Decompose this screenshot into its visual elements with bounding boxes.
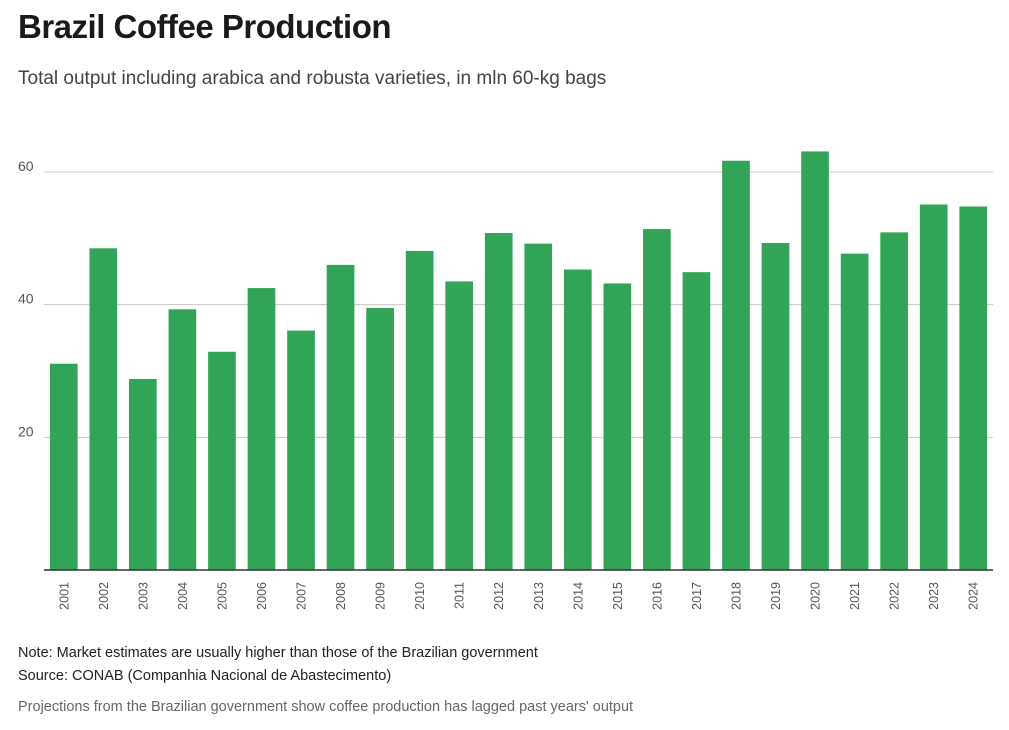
bar-2014 [563,269,592,570]
x-tick-label: 2024 [967,582,981,610]
bar-2017 [682,272,711,570]
bar-2018 [722,160,750,570]
bar-2013 [524,243,553,570]
x-tick-label: 2013 [532,582,546,610]
x-tick-label: 2014 [571,582,585,610]
x-tick-label: 2009 [374,582,388,610]
x-tick-label: 2001 [57,582,71,610]
bar-2015 [603,283,632,570]
chart-title: Brazil Coffee Production [18,8,392,45]
x-tick-label: 2023 [927,582,941,610]
x-tick-label: 2005 [215,582,229,610]
x-tick-label: 2011 [453,582,467,609]
bar-2002 [89,248,118,571]
bar-2020 [801,151,829,571]
bars [49,151,988,571]
chart-caption: Projections from the Brazilian governmen… [18,699,634,715]
x-tick-label: 2017 [690,582,704,610]
chart-subtitle: Total output including arabica and robus… [18,68,607,89]
bar-2004 [168,309,197,570]
x-tick-label: 2019 [769,582,783,610]
y-tick-label: 60 [18,158,34,174]
x-tick-label: 2010 [413,582,427,610]
bar-2005 [208,351,236,570]
y-tick-label: 40 [18,291,34,307]
bar-2023 [919,204,948,570]
x-tick-label: 2006 [255,582,269,610]
y-tick-label: 20 [18,423,34,439]
bar-2022 [880,232,908,570]
x-tick-label: 2007 [295,582,309,610]
bar-2003 [129,378,157,570]
bar-2016 [643,229,671,570]
bar-2001 [49,363,78,570]
bar-2011 [445,281,474,570]
x-tick-label: 2015 [611,582,625,610]
axes: 2001 2002 2003 2004 2005 2006 2007 2008 2009 2010… [44,569,993,610]
x-tick-label: 2012 [492,582,506,610]
x-tick-label: 2004 [176,582,190,610]
bar-2024 [959,206,988,570]
x-tick-label: 2002 [97,582,111,610]
bar-2009 [366,307,394,570]
x-tick-label: 2003 [136,582,150,610]
x-tick-label: 2008 [334,582,348,610]
chart-source: Source: CONAB (Companhia Nacional de Aba… [18,668,392,684]
x-tick-label: 2016 [650,582,664,610]
bar-2007 [287,330,315,570]
bar-2010 [405,250,434,571]
gridlines: 20 40 60 [18,158,993,439]
x-tick-label: 2020 [809,582,823,610]
bar-2019 [761,242,790,570]
chart-note: Note: Market estimates are usually highe… [18,645,538,661]
bar-2012 [484,233,513,570]
bar-2021 [840,253,869,570]
x-tick-label: 2018 [729,582,743,610]
x-tick-label: 2022 [888,582,902,610]
bar-2008 [326,264,355,570]
bar-2006 [247,288,276,570]
x-tick-label: 2021 [848,582,862,610]
